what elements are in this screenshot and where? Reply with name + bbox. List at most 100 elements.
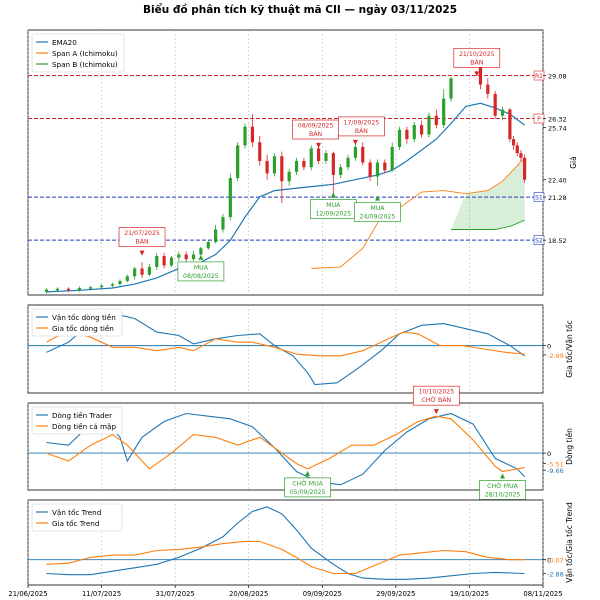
x-tick-label: 08/11/2025 — [523, 590, 562, 598]
legend-label: Span A (Ichimoku) — [52, 49, 118, 58]
candle-body — [280, 156, 284, 182]
signal-label: MUA — [194, 264, 209, 271]
candle-body — [508, 109, 512, 140]
series-line-1 — [46, 312, 525, 386]
y-tick-label: -2.88 — [547, 571, 564, 579]
candle-body — [214, 229, 218, 242]
signal-box — [338, 116, 385, 137]
candle-body — [184, 254, 188, 260]
candle-body — [383, 162, 387, 171]
legend-label: Vận tốc dòng tiền — [52, 313, 116, 322]
legend-label: Vận tốc Trend — [52, 508, 101, 517]
trend-panel: 0-0.07 -2.88 Vận tốc/Gia tốc Trend Vận tốc … — [27, 499, 574, 586]
panel-frame — [27, 29, 544, 296]
signal-date: BÁN — [135, 237, 148, 246]
signal-box — [412, 385, 460, 406]
candle-body — [324, 153, 328, 161]
candle-body — [442, 98, 446, 126]
signal-arrow — [352, 139, 358, 145]
candle-body — [434, 115, 438, 126]
candle-body — [500, 109, 505, 116]
y-tick-label: 0 — [547, 450, 551, 458]
candle-body — [294, 160, 299, 172]
x-tick-label: 29/09/2025 — [376, 590, 415, 598]
level-value: 21.28 — [548, 194, 567, 202]
y-tick-label: -0.07 — [547, 557, 564, 565]
level-name: P — [537, 116, 541, 123]
y-tick-label: -2.99 — [547, 352, 564, 360]
chart-title: Biểu đồ phân tích kỹ thuật mã CII — ngày… — [143, 3, 457, 16]
signal-arrow — [500, 473, 506, 479]
candle-body — [519, 153, 523, 158]
candle-body — [243, 126, 247, 146]
signal-arrow — [330, 192, 336, 198]
signal-label: MUA — [370, 205, 385, 212]
x-tick-label: 21/06/2025 — [8, 590, 47, 598]
signal-date: CHỜ BÁN — [421, 395, 451, 404]
legend-label: Span B (Ichimoku) — [52, 60, 118, 69]
level-name: R1 — [535, 73, 543, 80]
signal-arrow — [305, 470, 311, 476]
candle-body — [412, 125, 416, 140]
candle-body — [449, 78, 453, 99]
legend-label: Dòng tiền Trader — [52, 411, 112, 420]
ichimoku-cloud — [451, 157, 525, 230]
candle-body — [309, 148, 313, 168]
candle-body — [199, 248, 203, 255]
x-tick-label: 11/07/2025 — [82, 590, 121, 598]
candle-body — [390, 146, 394, 171]
candle-body — [272, 156, 277, 174]
legend-box — [31, 33, 125, 73]
x-tick-label: 31/07/2025 — [156, 590, 195, 598]
candle-body — [250, 126, 254, 143]
candle-body — [478, 58, 483, 85]
signal-arrow — [316, 143, 322, 149]
candle-body — [353, 146, 357, 158]
legend-label: Dòng tiền cá mập — [52, 422, 116, 431]
level-value: 18.52 — [548, 237, 567, 245]
candle-body — [515, 145, 519, 154]
candle-body — [140, 268, 144, 275]
level-name: S2 — [535, 238, 543, 245]
signal-arrow — [374, 195, 380, 201]
candle-body — [125, 276, 129, 281]
y-tick-label: 0 — [547, 557, 551, 565]
candle-body — [346, 157, 350, 168]
signal-label: MUA — [326, 202, 341, 209]
signal-arrow — [198, 254, 204, 260]
y-tick-label: -9.66 — [547, 467, 564, 475]
y-axis-label: Giá — [569, 156, 578, 169]
signal-label: 08/09/2025 — [298, 123, 334, 130]
candle-body — [405, 129, 409, 140]
candle-body — [302, 160, 306, 168]
y-axis-label: Gia tốc/Vận tốc — [565, 320, 574, 378]
candle-body — [191, 254, 196, 260]
signal-box — [177, 261, 225, 282]
signal-date: BÁN — [309, 129, 322, 138]
candle-body — [206, 242, 210, 249]
signal-date: 28/10/2025 — [485, 492, 521, 499]
price-panel: R1 29.08 P 26.32 S1 21.28 S2 18.52 25.74 22.40Giá… — [27, 29, 578, 296]
candle-body — [88, 287, 93, 289]
candle-body — [169, 257, 174, 266]
series-line-2 — [46, 540, 525, 575]
signal-label: CHỜ MUA — [292, 478, 323, 487]
candle-body — [111, 284, 115, 286]
x-axis: 21/06/2025 11/07/2025 31/07/2025 20/08/2025… — [8, 585, 563, 598]
y-tick-label: 0 — [547, 343, 551, 351]
span-a-line — [311, 157, 525, 269]
candle-body — [375, 162, 380, 177]
x-tick-label: 09/09/2025 — [303, 590, 342, 598]
signal-box — [354, 202, 401, 223]
signal-label: 17/09/2025 — [344, 119, 380, 126]
candle-body — [66, 288, 71, 291]
candle-body — [317, 148, 321, 161]
x-tick-label: 19/10/2025 — [450, 590, 489, 598]
candle-body — [368, 162, 372, 177]
y-axis-label: Vận tốc/Gia tốc Trend — [565, 502, 574, 583]
candle-body — [331, 153, 335, 175]
candle-body — [361, 146, 365, 163]
signal-label: 10/10/2025 — [418, 389, 454, 396]
